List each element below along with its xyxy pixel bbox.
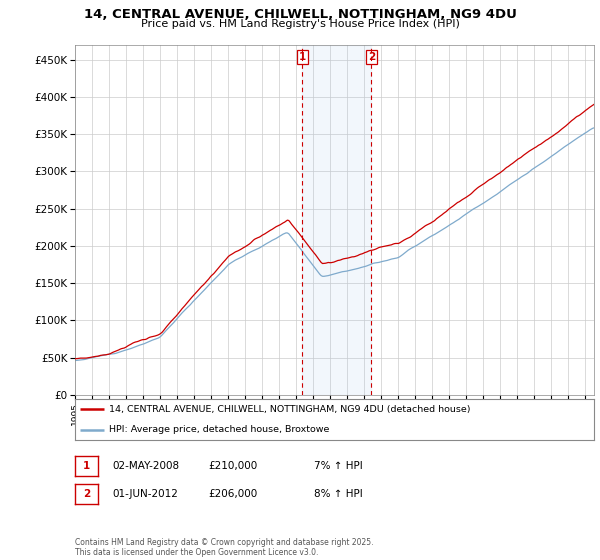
Text: £206,000: £206,000 <box>209 489 258 499</box>
Text: 01-JUN-2012: 01-JUN-2012 <box>113 489 179 499</box>
Text: HPI: Average price, detached house, Broxtowe: HPI: Average price, detached house, Brox… <box>109 425 329 434</box>
Text: 1: 1 <box>83 461 90 471</box>
Text: £210,000: £210,000 <box>209 461 258 471</box>
Text: 14, CENTRAL AVENUE, CHILWELL, NOTTINGHAM, NG9 4DU: 14, CENTRAL AVENUE, CHILWELL, NOTTINGHAM… <box>83 8 517 21</box>
Text: 2: 2 <box>83 489 90 499</box>
Text: 2: 2 <box>368 52 375 62</box>
Text: Contains HM Land Registry data © Crown copyright and database right 2025.
This d: Contains HM Land Registry data © Crown c… <box>75 538 373 557</box>
Text: 7% ↑ HPI: 7% ↑ HPI <box>314 461 362 471</box>
Text: 02-MAY-2008: 02-MAY-2008 <box>113 461 180 471</box>
Text: 8% ↑ HPI: 8% ↑ HPI <box>314 489 362 499</box>
Text: 1: 1 <box>299 52 306 62</box>
Bar <box>302 45 371 395</box>
Text: 14, CENTRAL AVENUE, CHILWELL, NOTTINGHAM, NG9 4DU (detached house): 14, CENTRAL AVENUE, CHILWELL, NOTTINGHAM… <box>109 405 470 414</box>
Text: Price paid vs. HM Land Registry's House Price Index (HPI): Price paid vs. HM Land Registry's House … <box>140 19 460 29</box>
